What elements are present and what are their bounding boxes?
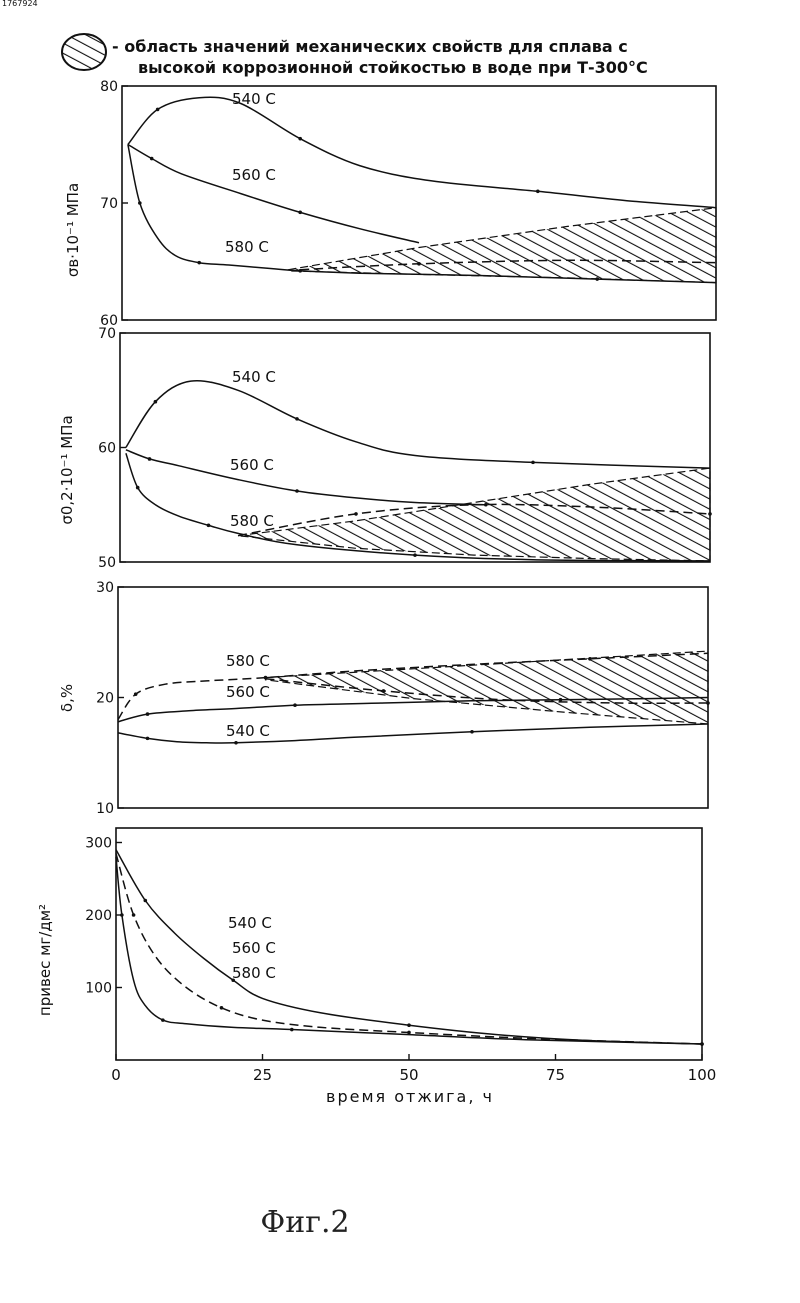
data-point bbox=[146, 712, 150, 716]
legend-hatch-swatch bbox=[62, 34, 106, 70]
y-tick-label: 80 bbox=[100, 79, 118, 95]
data-point bbox=[293, 703, 297, 707]
series-label: 580 С bbox=[226, 652, 270, 670]
data-point bbox=[595, 277, 599, 281]
data-point bbox=[706, 701, 710, 705]
series-label: 560 С bbox=[226, 683, 270, 701]
x-tick-label: 75 bbox=[546, 1066, 565, 1084]
series-line bbox=[126, 450, 486, 505]
data-point bbox=[120, 913, 124, 917]
data-point bbox=[588, 657, 592, 661]
data-point bbox=[536, 190, 540, 194]
x-tick-label: 0 bbox=[111, 1066, 121, 1084]
data-point bbox=[197, 261, 201, 265]
data-point bbox=[136, 486, 140, 490]
y-axis-label: δ,% bbox=[58, 684, 76, 712]
y-tick-label: 70 bbox=[100, 196, 118, 212]
series-label: 560 С bbox=[232, 939, 276, 957]
panel-yield-strength: 50 60 70 σ0,2·10⁻¹ МПа 540 С 560 С 580 С bbox=[58, 326, 712, 571]
data-point bbox=[161, 1018, 165, 1022]
data-point bbox=[207, 524, 211, 528]
data-point bbox=[156, 108, 160, 112]
series-label: 580 С bbox=[230, 512, 274, 530]
data-point bbox=[413, 553, 417, 557]
data-point bbox=[470, 730, 474, 734]
panel-tensile-strength: 607080σв·10⁻¹ МПа540 С560 С580 С bbox=[64, 79, 716, 329]
data-point bbox=[407, 1031, 411, 1035]
data-point bbox=[700, 1042, 704, 1046]
series-line bbox=[128, 145, 419, 243]
data-point bbox=[354, 512, 358, 516]
data-point bbox=[234, 741, 238, 745]
data-point bbox=[417, 262, 421, 266]
data-point bbox=[382, 689, 386, 693]
x-tick-label: 25 bbox=[253, 1066, 272, 1084]
data-point bbox=[290, 1028, 294, 1032]
data-point bbox=[154, 400, 158, 404]
y-tick-label: 200 bbox=[85, 908, 112, 924]
y-tick-label: 10 bbox=[96, 801, 114, 817]
series-label: 540 С bbox=[228, 914, 272, 932]
data-point bbox=[531, 461, 535, 465]
y-tick-label: 70 bbox=[98, 326, 116, 342]
data-point bbox=[150, 157, 154, 161]
hatched-region bbox=[266, 651, 709, 724]
series-line bbox=[116, 853, 702, 1044]
legend-line-2: высокой коррозионной стойкостью в воде п… bbox=[138, 58, 648, 77]
hatched-region bbox=[238, 468, 710, 561]
y-axis-label: σ0,2·10⁻¹ МПа bbox=[58, 415, 76, 524]
y-tick-label: 300 bbox=[85, 836, 112, 852]
series-label: 540 С bbox=[232, 90, 276, 108]
series-label: 540 С bbox=[232, 368, 276, 386]
series-line bbox=[118, 724, 708, 743]
y-axis-label: σв·10⁻¹ МПа bbox=[64, 183, 82, 277]
data-point bbox=[144, 899, 148, 903]
corner-id: 1767924 bbox=[2, 0, 38, 8]
panel-elongation: 10 20 30 δ,% 580 С 560 С 540 С bbox=[58, 580, 710, 817]
figure-caption: Фиг.2 bbox=[260, 1205, 349, 1240]
data-point bbox=[134, 692, 138, 696]
series-label: 560 С bbox=[232, 166, 276, 184]
series-line bbox=[128, 97, 716, 207]
y-tick-label: 100 bbox=[85, 981, 112, 997]
data-point bbox=[146, 737, 150, 741]
data-point bbox=[148, 457, 152, 461]
legend-line-1: - область значений механических свойств … bbox=[112, 37, 628, 56]
data-point bbox=[407, 1023, 411, 1027]
y-tick-label: 50 bbox=[98, 555, 116, 571]
panel-weight-gain: 100 200 300 0 25 50 75 100 привес мг/дм² 540 С 560… bbox=[36, 828, 716, 1084]
data-point bbox=[295, 417, 299, 421]
data-point bbox=[138, 201, 142, 205]
legend: - область значений механических свойств … bbox=[62, 34, 648, 77]
hatched-region bbox=[288, 208, 716, 283]
data-point bbox=[220, 1006, 224, 1010]
series-line bbox=[116, 857, 702, 1044]
y-axis-label: привес мг/дм² bbox=[36, 904, 54, 1016]
series-label: 540 С bbox=[226, 722, 270, 740]
series-line bbox=[126, 381, 710, 468]
y-tick-label: 30 bbox=[96, 580, 114, 596]
x-tick-label: 50 bbox=[399, 1066, 418, 1084]
data-point bbox=[132, 913, 136, 917]
x-axis-label: время отжига, ч bbox=[326, 1087, 494, 1106]
series-label: 560 С bbox=[230, 456, 274, 474]
y-tick-label: 20 bbox=[96, 691, 114, 707]
panel-frame bbox=[122, 86, 716, 320]
y-tick-label: 60 bbox=[98, 441, 116, 457]
data-point bbox=[295, 489, 299, 493]
data-point bbox=[298, 137, 302, 141]
data-point bbox=[484, 503, 488, 507]
series-label: 580 С bbox=[232, 964, 276, 982]
data-point bbox=[708, 512, 712, 516]
x-tick-label: 100 bbox=[688, 1066, 717, 1084]
data-point bbox=[559, 698, 563, 702]
series-line bbox=[116, 850, 702, 1044]
series-label: 580 С bbox=[225, 238, 269, 256]
data-point bbox=[298, 211, 302, 215]
